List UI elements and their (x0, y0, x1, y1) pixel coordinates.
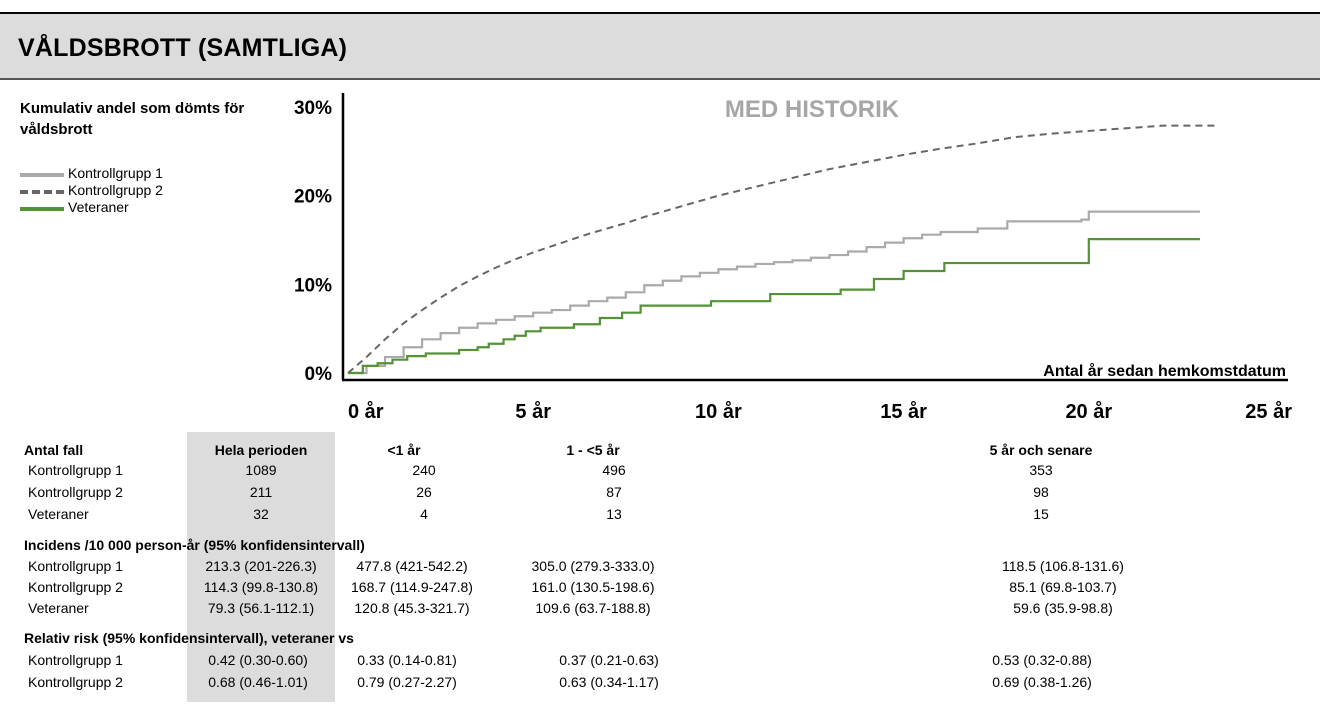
x-axis-label: Antal år sedan hemkomstdatum (1043, 362, 1286, 380)
table-rr-cell: 0.69 (0.38-1.26) (992, 674, 1092, 690)
x-tick-label: 0 år (348, 400, 384, 423)
table-header-under-1-ar: <1 år (387, 442, 421, 458)
table-incidence-cell: 118.5 (106.8-131.6) (1002, 558, 1124, 574)
y-tick-label: 10% (294, 275, 332, 296)
legend-label-veteraner: Veteraner (68, 199, 129, 215)
table-count-cell: 13 (606, 506, 622, 522)
x-tick-label: 5 år (515, 400, 551, 423)
table-rr-cell: 0.33 (0.14-0.81) (357, 652, 457, 668)
table-row-label: Kontrollgrupp 1 (28, 652, 123, 668)
table-rr-cell: 0.68 (0.46-1.01) (208, 674, 308, 690)
top-rule (0, 12, 1320, 14)
table-row-label: Kontrollgrupp 1 (28, 462, 123, 478)
table-header-hela-perioden: Hela perioden (214, 442, 308, 458)
table-count-cell: 1089 (245, 462, 277, 478)
table-incidence-cell: 213.3 (201-226.3) (205, 558, 317, 574)
table-row-label: Kontrollgrupp 2 (28, 674, 123, 690)
table-count-cell: 4 (420, 506, 428, 522)
table-count-cell: 26 (416, 484, 432, 500)
table-row-label: Veteraner (28, 600, 89, 616)
legend-swatch-kontrollgrupp-2 (20, 190, 64, 194)
table-incidence-cell: 59.6 (35.9-98.8) (1013, 600, 1113, 616)
table-count-cell: 211 (249, 484, 273, 500)
table-incidence-cell: 120.8 (45.3-321.7) (354, 600, 470, 616)
table-incidence-cell: 168.7 (114.9-247.8) (351, 579, 473, 595)
cumulative-incidence-chart: 0% 10% 20% 30% 0 år 5 år 10 år 15 år 20 år 25 år M… (294, 93, 1292, 423)
legend-label-kontrollgrupp-2: Kontrollgrupp 2 (68, 182, 163, 198)
table-header-5-ar-senare: 5 år och senare (989, 442, 1093, 458)
x-tick-label: 20 år (1065, 400, 1112, 423)
table-incidence-cell: 109.6 (63.7-188.8) (535, 600, 651, 616)
y-tick-label: 20% (294, 187, 332, 208)
y-tick-label: 30% (294, 98, 332, 119)
table-header-antal-fall: Antal fall (24, 442, 84, 458)
series-line-kontrollgrupp-1 (348, 210, 1200, 375)
table-row-label: Kontrollgrupp 2 (28, 484, 123, 500)
x-tick-label: 10 år (695, 400, 742, 423)
series-line-kontrollgrupp-2 (347, 124, 1219, 374)
table-incidence-cell: 477.8 (421-542.2) (356, 558, 468, 574)
table-count-cell: 32 (253, 506, 269, 522)
table-incidence-cell: 114.3 (99.8-130.8) (203, 579, 319, 595)
table-incidence-cell: 305.0 (279.3-333.0) (531, 558, 655, 574)
table-row-label: Kontrollgrupp 2 (28, 579, 123, 595)
table-incidence-cell: 161.0 (130.5-198.6) (531, 579, 655, 595)
series-line-veteraner (348, 238, 1200, 375)
table-count-cell: 98 (1033, 484, 1049, 500)
table-rr-cell: 0.63 (0.34-1.17) (559, 674, 659, 690)
table-count-cell: 240 (412, 462, 436, 478)
incidence-section-title: Incidens /10 000 person-år (95% konfiden… (24, 537, 365, 553)
table-count-cell: 353 (1029, 462, 1053, 478)
x-tick-label: 25 år (1245, 400, 1292, 423)
legend-swatch-veteraner (20, 207, 64, 211)
y-tick-label: 0% (305, 364, 333, 385)
legend-label-kontrollgrupp-1: Kontrollgrupp 1 (68, 165, 163, 181)
table-rr-cell: 0.42 (0.30-0.60) (208, 652, 308, 668)
chart-side-title: Kumulativ andel som dömts för våldsbrott (20, 100, 245, 138)
legend-swatch-kontrollgrupp-1 (20, 173, 64, 177)
table-incidence-cell: 85.1 (69.8-103.7) (1009, 579, 1117, 595)
table-count-cell: 496 (602, 462, 626, 478)
table-incidence-cell: 79.3 (56.1-112.1) (207, 600, 315, 616)
table-rr-cell: 0.79 (0.27-2.27) (357, 674, 457, 690)
table-row-label: Kontrollgrupp 1 (28, 558, 123, 574)
relative-risk-section-title: Relativ risk (95% konfidensintervall), v… (24, 630, 354, 646)
chart-title: MED HISTORIK (725, 96, 900, 123)
table-row-label: Veteraner (28, 506, 89, 522)
table-count-cell: 87 (606, 484, 622, 500)
page-title: VÅLDSBROTT (SAMTLIGA) (18, 34, 348, 62)
x-tick-label: 15 år (880, 400, 927, 423)
table-header-1-5-ar: 1 - <5 år (566, 442, 620, 458)
hela-perioden-shading (187, 432, 335, 702)
table-rr-cell: 0.37 (0.21-0.63) (559, 652, 659, 668)
table-rr-cell: 0.53 (0.32-0.88) (992, 652, 1092, 668)
table-count-cell: 15 (1033, 506, 1049, 522)
title-banner: VÅLDSBROTT (SAMTLIGA) (0, 14, 1320, 80)
